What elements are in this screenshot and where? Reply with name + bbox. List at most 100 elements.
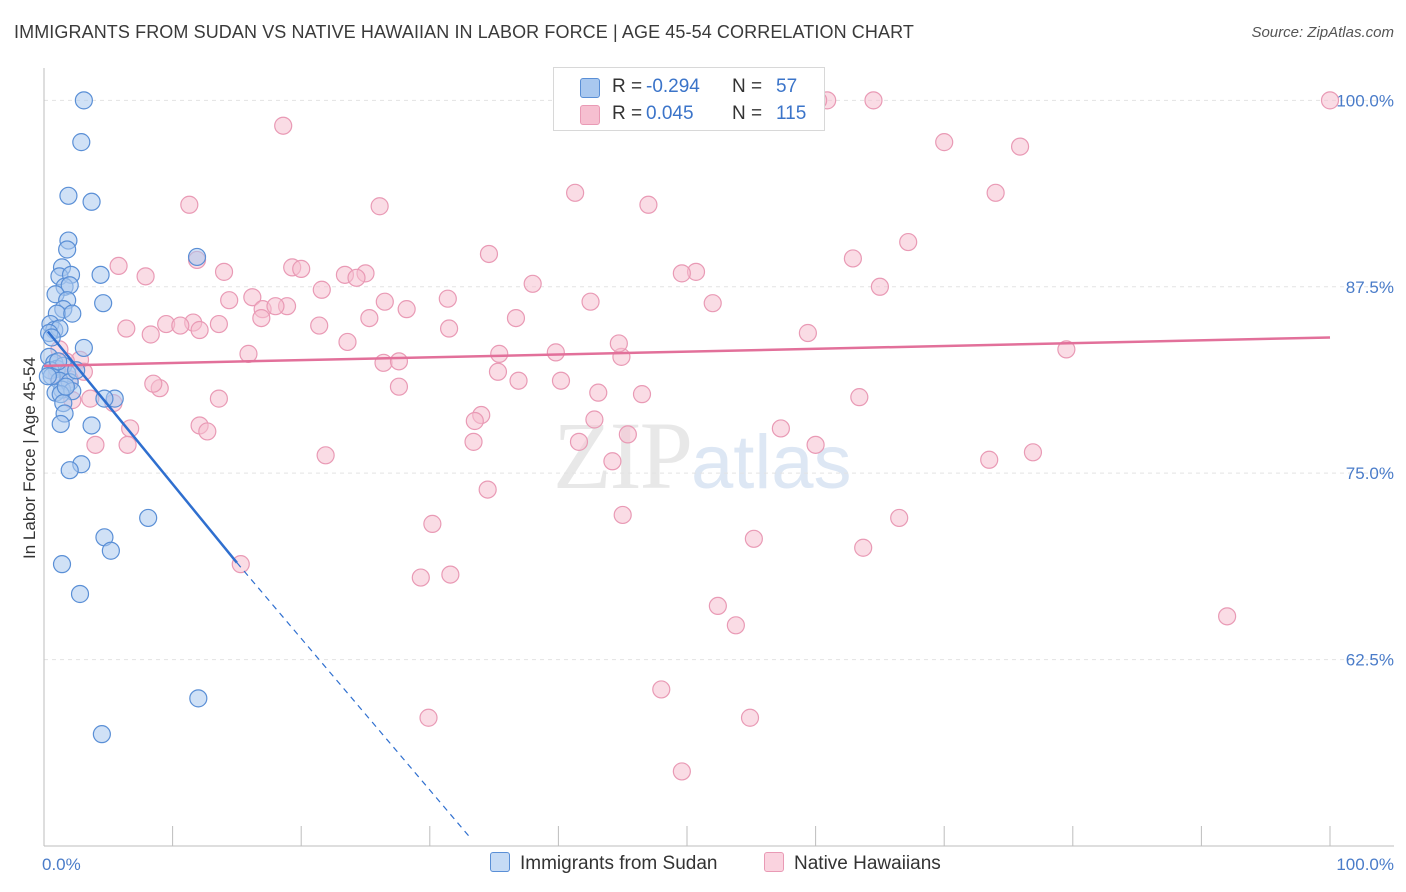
legend-swatch-blue — [580, 78, 600, 98]
hawaiian-point — [375, 292, 394, 311]
hawaiian-point — [1057, 340, 1076, 359]
sudan-point — [92, 725, 111, 744]
hawaiian-point — [672, 762, 691, 781]
y-axis-title: In Labor Force | Age 45-54 — [20, 357, 39, 559]
hawaiian-point — [726, 616, 745, 635]
series-legend-sudan: Immigrants from Sudan — [490, 852, 717, 875]
hawaiian-point — [1023, 443, 1043, 462]
hawaiian-point — [136, 267, 155, 286]
sudan-trendline-extension — [236, 562, 472, 839]
hawaiian-point — [488, 362, 508, 381]
series-label-sudan: Immigrants from Sudan — [520, 853, 718, 874]
hawaiian-point — [771, 419, 790, 438]
hawaiian-point — [523, 274, 542, 293]
hawaiian-point — [397, 300, 416, 319]
sudan-points — [38, 91, 208, 744]
sudan-point — [189, 689, 208, 708]
hawaiian-point — [411, 568, 430, 587]
hawaiian-point — [441, 565, 460, 584]
hawaiian-point — [465, 411, 484, 431]
hawaiian-point — [209, 314, 228, 334]
hawaiian-point — [419, 708, 438, 727]
hawaiian-point — [118, 435, 137, 454]
source-credit: Source: ZipAtlas.com — [1251, 24, 1394, 41]
hawaiian-point — [144, 374, 163, 393]
grid — [44, 99, 1394, 661]
hawaiian-trendline — [43, 336, 1331, 368]
watermark: ZIPatlas — [553, 400, 852, 511]
hawaiian-point — [220, 291, 239, 310]
hawaiian-point — [589, 383, 608, 402]
legend-r-label: R = — [612, 103, 643, 124]
sudan-point — [70, 584, 90, 604]
y-tick-label: 100.0% — [1336, 91, 1394, 110]
legend-n-label: N = — [732, 76, 763, 97]
hawaiian-point — [214, 262, 234, 281]
hawaiian-point — [439, 319, 459, 338]
sudan-point — [139, 508, 158, 528]
hawaiian-point — [850, 388, 869, 407]
hawaiian-point — [652, 680, 671, 699]
sudan-point — [101, 541, 120, 560]
trendlines — [43, 330, 1331, 839]
legend-row-sudan: R = -0.294 N = 57 — [554, 74, 824, 102]
hawaiian-point — [609, 334, 628, 353]
hawaiian-point — [141, 325, 160, 344]
hawaiian-point — [864, 91, 883, 110]
sudan-point — [74, 338, 93, 358]
hawaiian-point — [316, 446, 335, 465]
hawaiian-point — [806, 435, 825, 454]
watermark-zip: ZIP — [553, 402, 693, 509]
native-hawaiians-points — [47, 91, 1340, 781]
legend-n-value: 115 — [776, 103, 807, 124]
chart-title: IMMIGRANTS FROM SUDAN VS NATIVE HAWAIIAN… — [14, 22, 914, 42]
hawaiian-point — [198, 422, 217, 441]
legend-r-label: R = — [612, 76, 643, 97]
hawaiian-point — [585, 410, 604, 429]
sudan-point — [56, 377, 75, 396]
legend-r-value: -0.294 — [646, 76, 700, 97]
hawaiian-point — [672, 264, 691, 283]
sudan-point — [72, 133, 91, 152]
legend-row-hawaiians: R = 0.045 N = 115 — [554, 101, 824, 129]
legend-r-value: 0.045 — [646, 103, 694, 124]
sudan-point — [59, 186, 78, 205]
legend-swatch-pink — [580, 105, 600, 125]
hawaiian-point — [1218, 607, 1237, 626]
sudan-point — [51, 414, 70, 434]
y-tick-label: 87.5% — [1346, 278, 1394, 297]
hawaiian-point — [551, 371, 571, 390]
hawaiian-point — [1010, 137, 1030, 156]
x-tick-label-min: 0.0% — [42, 855, 81, 874]
series-legend-hawaiians: Native Hawaiians — [764, 852, 941, 875]
hawaiian-point — [423, 514, 442, 533]
hawaiian-point — [632, 385, 652, 404]
hawaiian-point — [581, 292, 600, 311]
hawaiian-point — [252, 308, 271, 328]
hawaiian-point — [266, 297, 285, 316]
sudan-point — [58, 240, 77, 259]
legend-n-label: N = — [732, 103, 763, 124]
x-ticks — [172, 826, 1331, 846]
sudan-point — [74, 91, 93, 110]
hawaiian-point — [171, 316, 190, 335]
series-swatch-blue — [490, 852, 510, 872]
hawaiian-point — [347, 268, 366, 287]
hawaiian-point — [798, 323, 817, 343]
hawaiian-point — [374, 353, 393, 372]
sudan-point — [82, 416, 101, 435]
stats-legend: R = -0.294 N = 57 R = 0.045 N = 115 — [553, 67, 825, 131]
hawaiian-point — [190, 320, 209, 340]
legend-n-value: 57 — [776, 76, 798, 97]
sudan-point — [94, 294, 113, 313]
hawaiian-point — [1320, 91, 1340, 110]
hawaiian-point — [438, 289, 457, 308]
y-tick-label: 75.0% — [1346, 464, 1394, 483]
hawaiian-point — [109, 256, 128, 275]
y-tick-labels: 62.5% 75.0% 87.5% 100.0% — [1336, 91, 1394, 669]
sudan-point — [63, 304, 82, 323]
hawaiian-point — [603, 452, 622, 471]
hawaiian-point — [274, 116, 293, 135]
hawaiian-point — [843, 249, 862, 268]
